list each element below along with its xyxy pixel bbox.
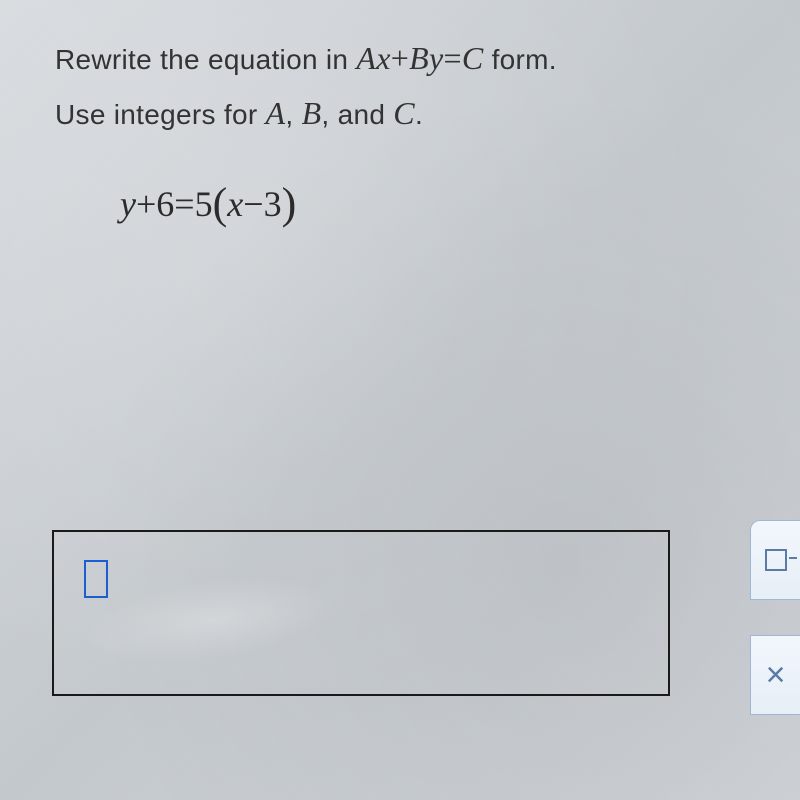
var-A2: A [266,95,286,131]
period: . [415,99,423,130]
eq-5: 5 [195,184,213,224]
tool-panel: × [750,520,800,730]
text-use-integers: Use integers for [55,99,266,130]
instruction-line-1: Rewrite the equation in Ax+By=C form. [55,40,770,77]
eq-lparen: ( [213,179,228,228]
problem-content: Rewrite the equation in Ax+By=C form. Us… [55,40,770,227]
comma-1: , [285,99,301,130]
eq-plus: + [136,184,156,224]
answer-input-box[interactable] [52,530,670,696]
var-A: A [356,40,376,76]
multiply-icon: × [766,658,786,692]
instruction-line-2: Use integers for A, B, and C. [55,95,770,132]
var-B: B [409,40,429,76]
var-C2: C [393,95,415,131]
eq-rparen: ) [282,179,297,228]
eq-x: x [227,184,243,224]
box-icon [765,549,787,571]
var-y: y [429,40,444,76]
op-plus: + [391,40,409,76]
tool-multiply-button[interactable]: × [750,635,800,715]
tool-box-equals-button[interactable] [750,520,800,600]
var-x: x [376,40,391,76]
given-equation: y+6=5(x−3) [120,176,770,227]
var-C: C [462,40,484,76]
text-form: form. [484,44,557,75]
op-eq: = [444,40,462,76]
text-rewrite: Rewrite the equation in [55,44,356,75]
eq-eq: = [174,184,194,224]
eq-3: 3 [264,184,282,224]
eq-minus: − [243,184,263,224]
comma-and: , and [321,99,393,130]
eq-y: y [120,184,136,224]
eq-6: 6 [156,184,174,224]
var-B2: B [302,95,322,131]
answer-placeholder-box[interactable] [84,560,108,598]
